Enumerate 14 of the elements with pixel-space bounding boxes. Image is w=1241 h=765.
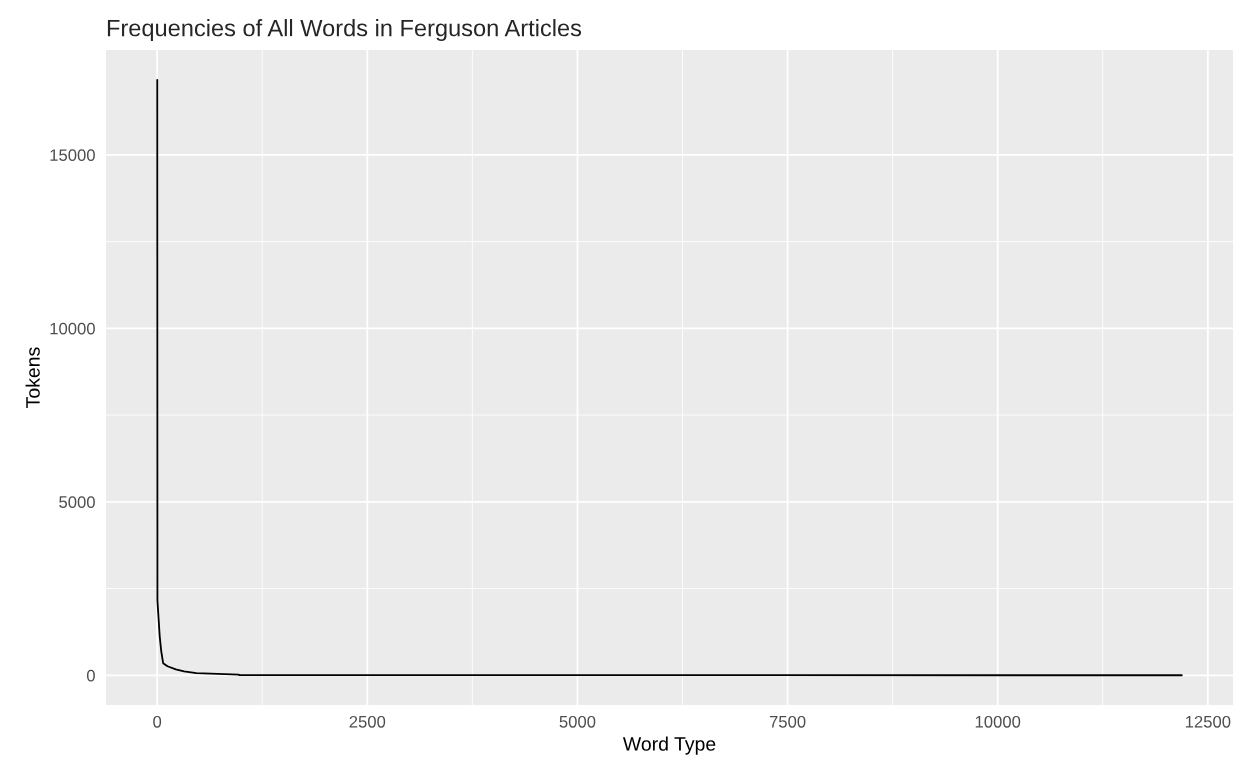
- line-series: [156, 78, 1183, 677]
- y-tick-label: 15000: [50, 149, 95, 162]
- y-tick-label: 0: [86, 669, 95, 682]
- x-tick-label: 5000: [559, 715, 596, 728]
- x-tick-label: 2500: [349, 715, 386, 728]
- x-tick-label: 7500: [769, 715, 806, 728]
- y-axis-title: Tokens: [25, 347, 40, 408]
- chart-title: Frequencies of All Words in Ferguson Articles: [107, 19, 582, 42]
- x-axis-title: Word Type: [622, 736, 716, 755]
- y-tick-label: 5000: [59, 496, 95, 508]
- x-tick-label: 0: [153, 715, 162, 728]
- x-tick-label: 12500: [1185, 715, 1231, 728]
- y-tick-label: 10000: [50, 322, 95, 335]
- x-tick-label: 10000: [975, 715, 1021, 728]
